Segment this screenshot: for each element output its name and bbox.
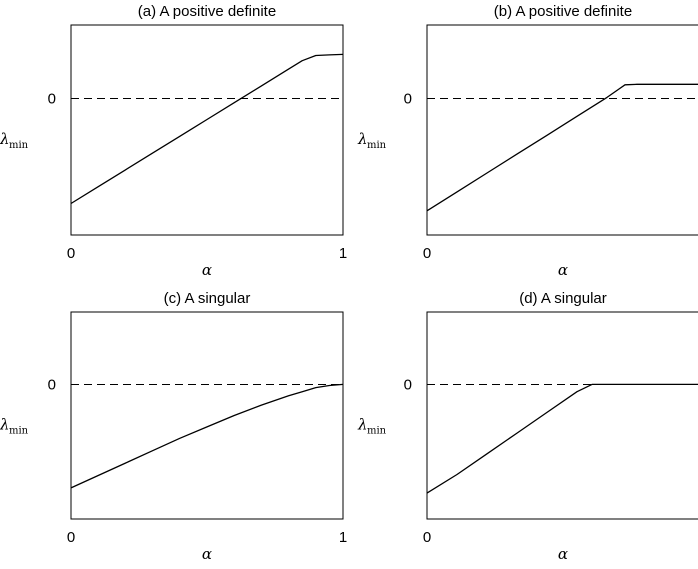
y-tick-label: 0 [404, 376, 412, 393]
x-tick-label: 0 [423, 245, 431, 262]
y-axis-label: λ [357, 130, 368, 148]
y-axis-label: λ [357, 416, 368, 434]
y-axis-label-subscript: min [9, 140, 29, 151]
chart-title: (a) A positive definite [138, 3, 276, 20]
x-axis-label: α [558, 261, 568, 279]
y-axis-label-subscript: min [367, 140, 387, 151]
y-tick-label: 0 [48, 376, 56, 393]
x-axis-label: α [202, 545, 212, 563]
x-tick-label: 0 [67, 245, 75, 262]
data-series-line [427, 84, 698, 211]
plot-frame [71, 312, 343, 519]
y-tick-label: 0 [48, 91, 56, 108]
data-series-line [427, 384, 698, 493]
chart-title: (b) A positive definite [494, 3, 632, 20]
plot-frame [427, 25, 698, 235]
x-axis-label: α [558, 545, 568, 563]
x-tick-label: 1 [339, 245, 347, 262]
x-tick-label: 0 [423, 529, 431, 546]
data-series-line [71, 54, 343, 203]
y-axis-label-subscript: min [367, 426, 387, 437]
x-tick-label: 0 [67, 529, 75, 546]
y-tick-label: 0 [404, 91, 412, 108]
chart-title: (d) A singular [519, 290, 607, 307]
x-axis-label: α [202, 261, 212, 279]
y-axis-label-subscript: min [9, 426, 29, 437]
plot-frame [71, 25, 343, 235]
x-tick-label: 1 [339, 529, 347, 546]
chart-title: (c) A singular [164, 290, 251, 307]
data-series-line [71, 384, 343, 488]
plot-frame [427, 312, 698, 519]
